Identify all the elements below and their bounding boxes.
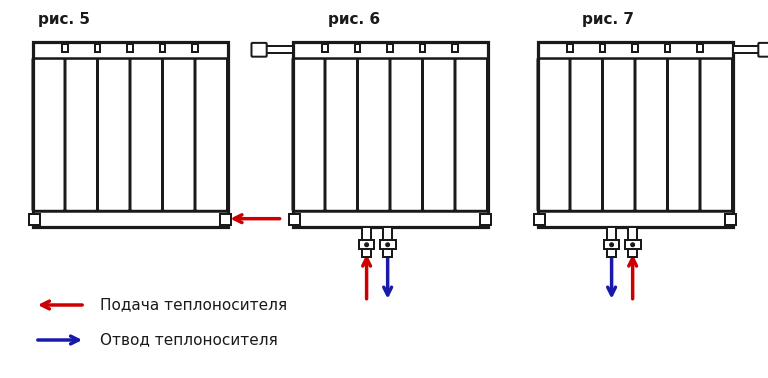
Circle shape: [365, 243, 369, 247]
Bar: [697, 43, 703, 52]
Text: рис. 7: рис. 7: [582, 12, 634, 27]
FancyBboxPatch shape: [325, 58, 357, 211]
Bar: [32, 42, 227, 58]
Bar: [293, 211, 488, 227]
Bar: [293, 42, 488, 58]
FancyBboxPatch shape: [455, 58, 487, 211]
FancyBboxPatch shape: [293, 58, 325, 211]
FancyBboxPatch shape: [358, 58, 389, 211]
Text: рис. 6: рис. 6: [327, 12, 379, 27]
FancyBboxPatch shape: [390, 58, 422, 211]
Bar: [32, 211, 227, 227]
FancyBboxPatch shape: [603, 58, 635, 211]
Bar: [538, 42, 733, 227]
FancyBboxPatch shape: [758, 43, 768, 57]
FancyBboxPatch shape: [131, 58, 162, 211]
FancyBboxPatch shape: [163, 58, 195, 211]
Bar: [725, 214, 736, 225]
Circle shape: [610, 243, 614, 247]
Bar: [62, 43, 68, 52]
Bar: [359, 240, 375, 249]
FancyBboxPatch shape: [195, 58, 227, 211]
Bar: [600, 43, 605, 52]
Bar: [379, 240, 396, 249]
Text: Отвод теплоносителя: Отвод теплоносителя: [100, 333, 278, 347]
Bar: [383, 227, 392, 257]
Bar: [624, 240, 641, 249]
FancyBboxPatch shape: [65, 58, 98, 211]
FancyBboxPatch shape: [538, 58, 570, 211]
Bar: [290, 214, 300, 225]
Bar: [192, 43, 198, 52]
Bar: [160, 43, 165, 52]
FancyBboxPatch shape: [33, 58, 65, 211]
Bar: [452, 43, 458, 52]
Bar: [362, 227, 371, 257]
Bar: [322, 43, 328, 52]
Bar: [632, 43, 638, 52]
Bar: [355, 43, 360, 52]
Bar: [664, 43, 670, 52]
Bar: [733, 46, 760, 53]
Text: рис. 5: рис. 5: [38, 12, 90, 27]
FancyBboxPatch shape: [98, 58, 130, 211]
FancyBboxPatch shape: [700, 58, 732, 211]
Bar: [628, 227, 637, 257]
FancyBboxPatch shape: [667, 58, 700, 211]
Bar: [538, 42, 733, 58]
Bar: [538, 211, 733, 227]
Bar: [32, 42, 227, 227]
FancyBboxPatch shape: [251, 43, 266, 57]
Bar: [29, 214, 40, 225]
Bar: [419, 43, 425, 52]
Bar: [387, 43, 393, 52]
Circle shape: [631, 243, 634, 247]
Bar: [293, 42, 488, 227]
FancyBboxPatch shape: [422, 58, 455, 211]
Circle shape: [386, 243, 389, 247]
Text: Подача теплоносителя: Подача теплоносителя: [100, 297, 287, 313]
FancyBboxPatch shape: [571, 58, 602, 211]
Bar: [94, 43, 101, 52]
Bar: [607, 227, 616, 257]
Bar: [535, 214, 545, 225]
Bar: [567, 43, 573, 52]
Bar: [266, 46, 293, 53]
Bar: [480, 214, 491, 225]
Bar: [127, 43, 133, 52]
FancyBboxPatch shape: [635, 58, 667, 211]
Bar: [220, 214, 231, 225]
Bar: [604, 240, 620, 249]
